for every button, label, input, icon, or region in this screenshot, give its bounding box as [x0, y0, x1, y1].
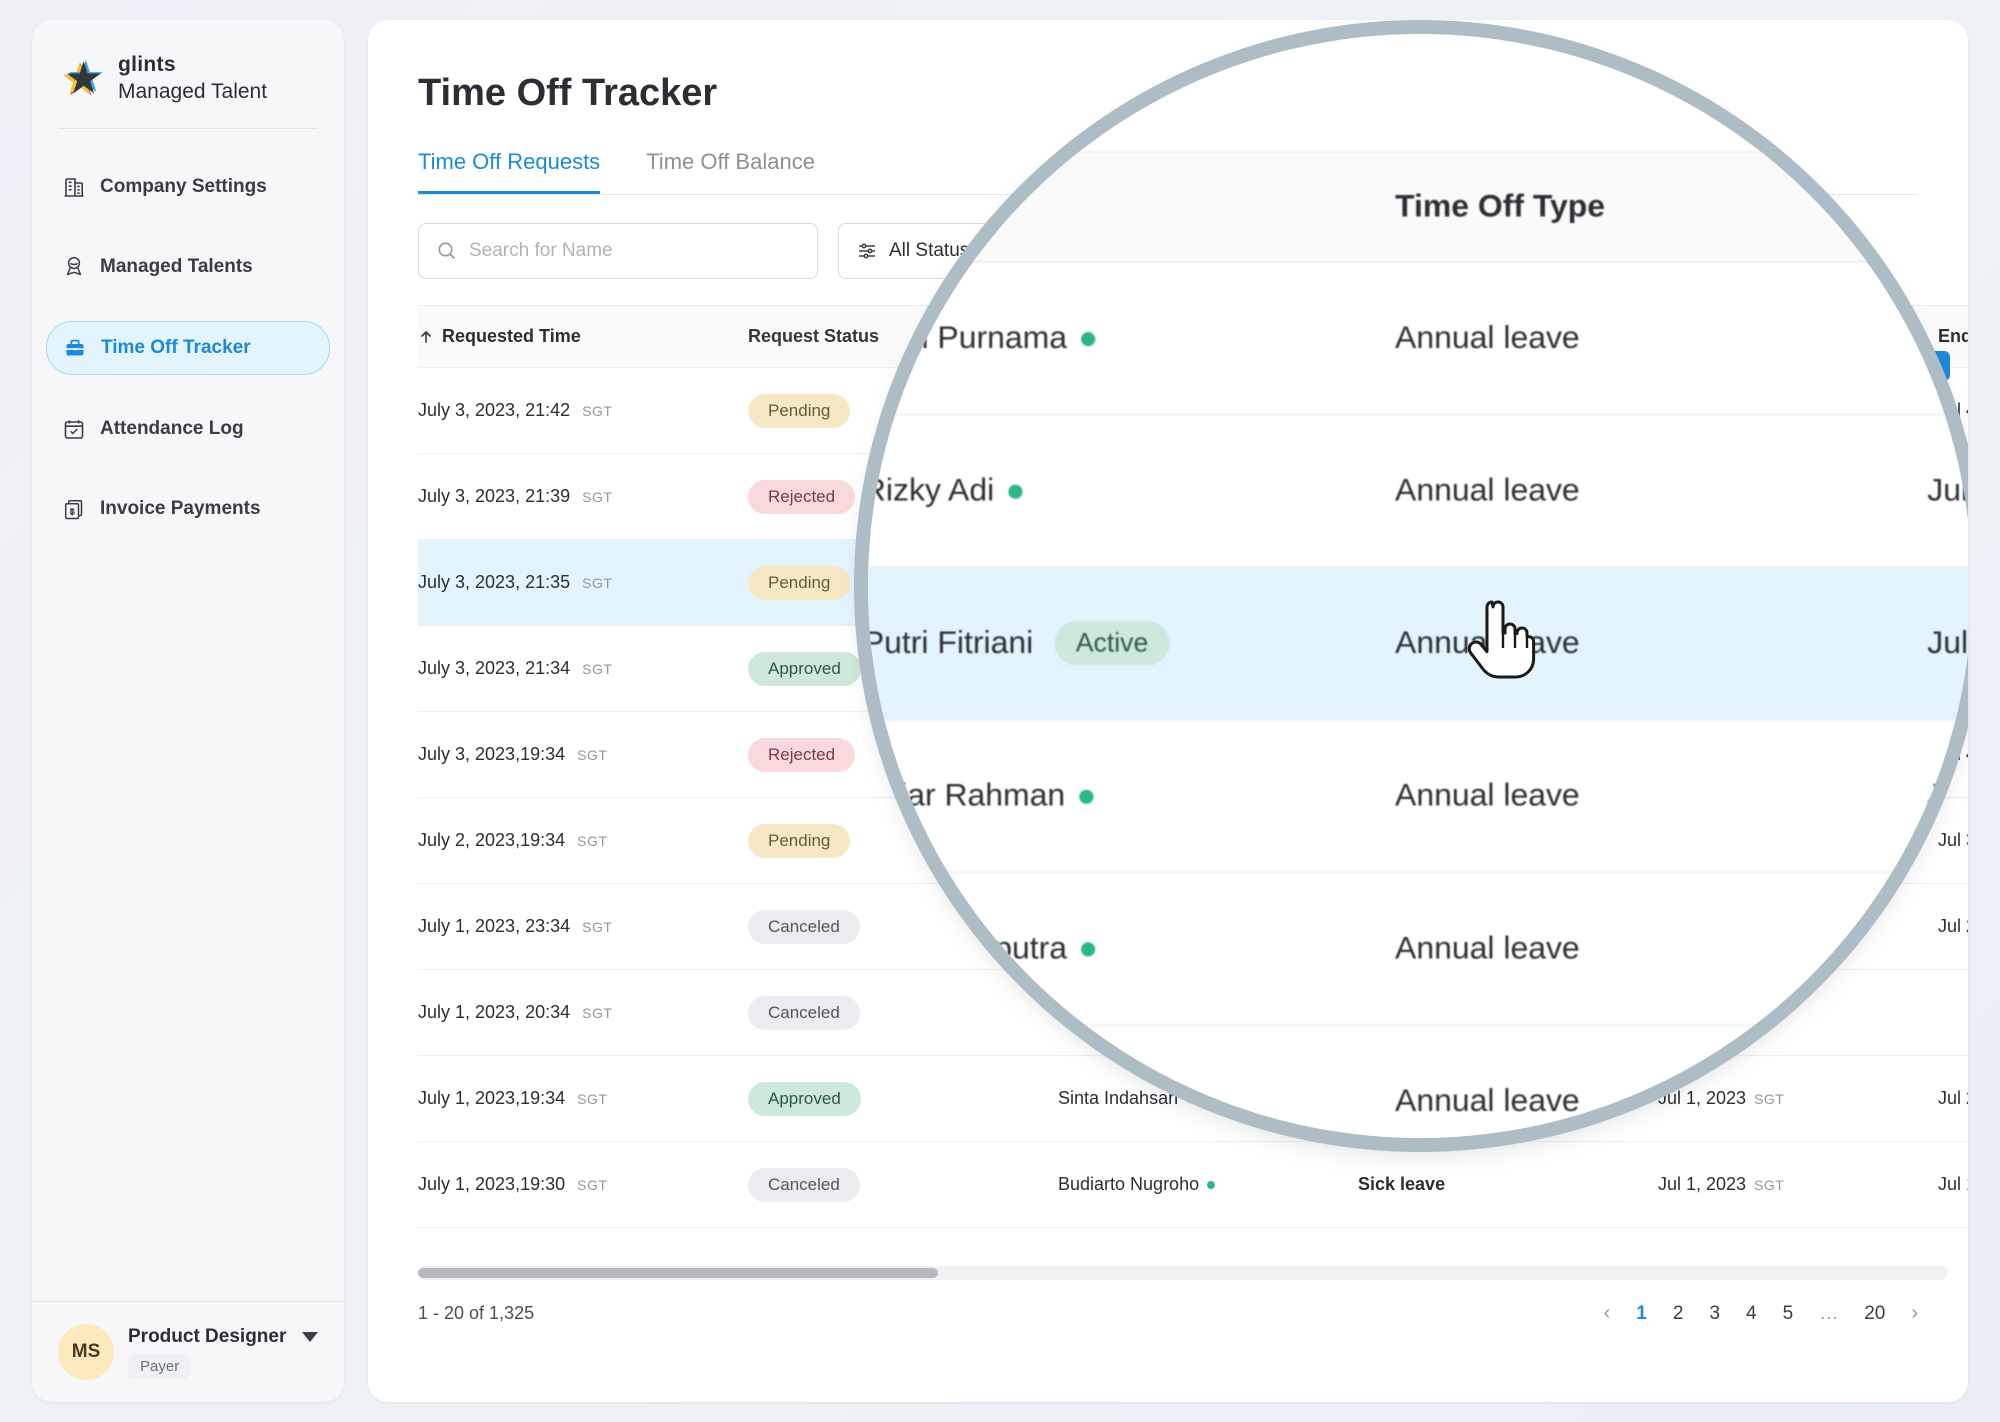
- svg-text:$: $: [70, 507, 75, 516]
